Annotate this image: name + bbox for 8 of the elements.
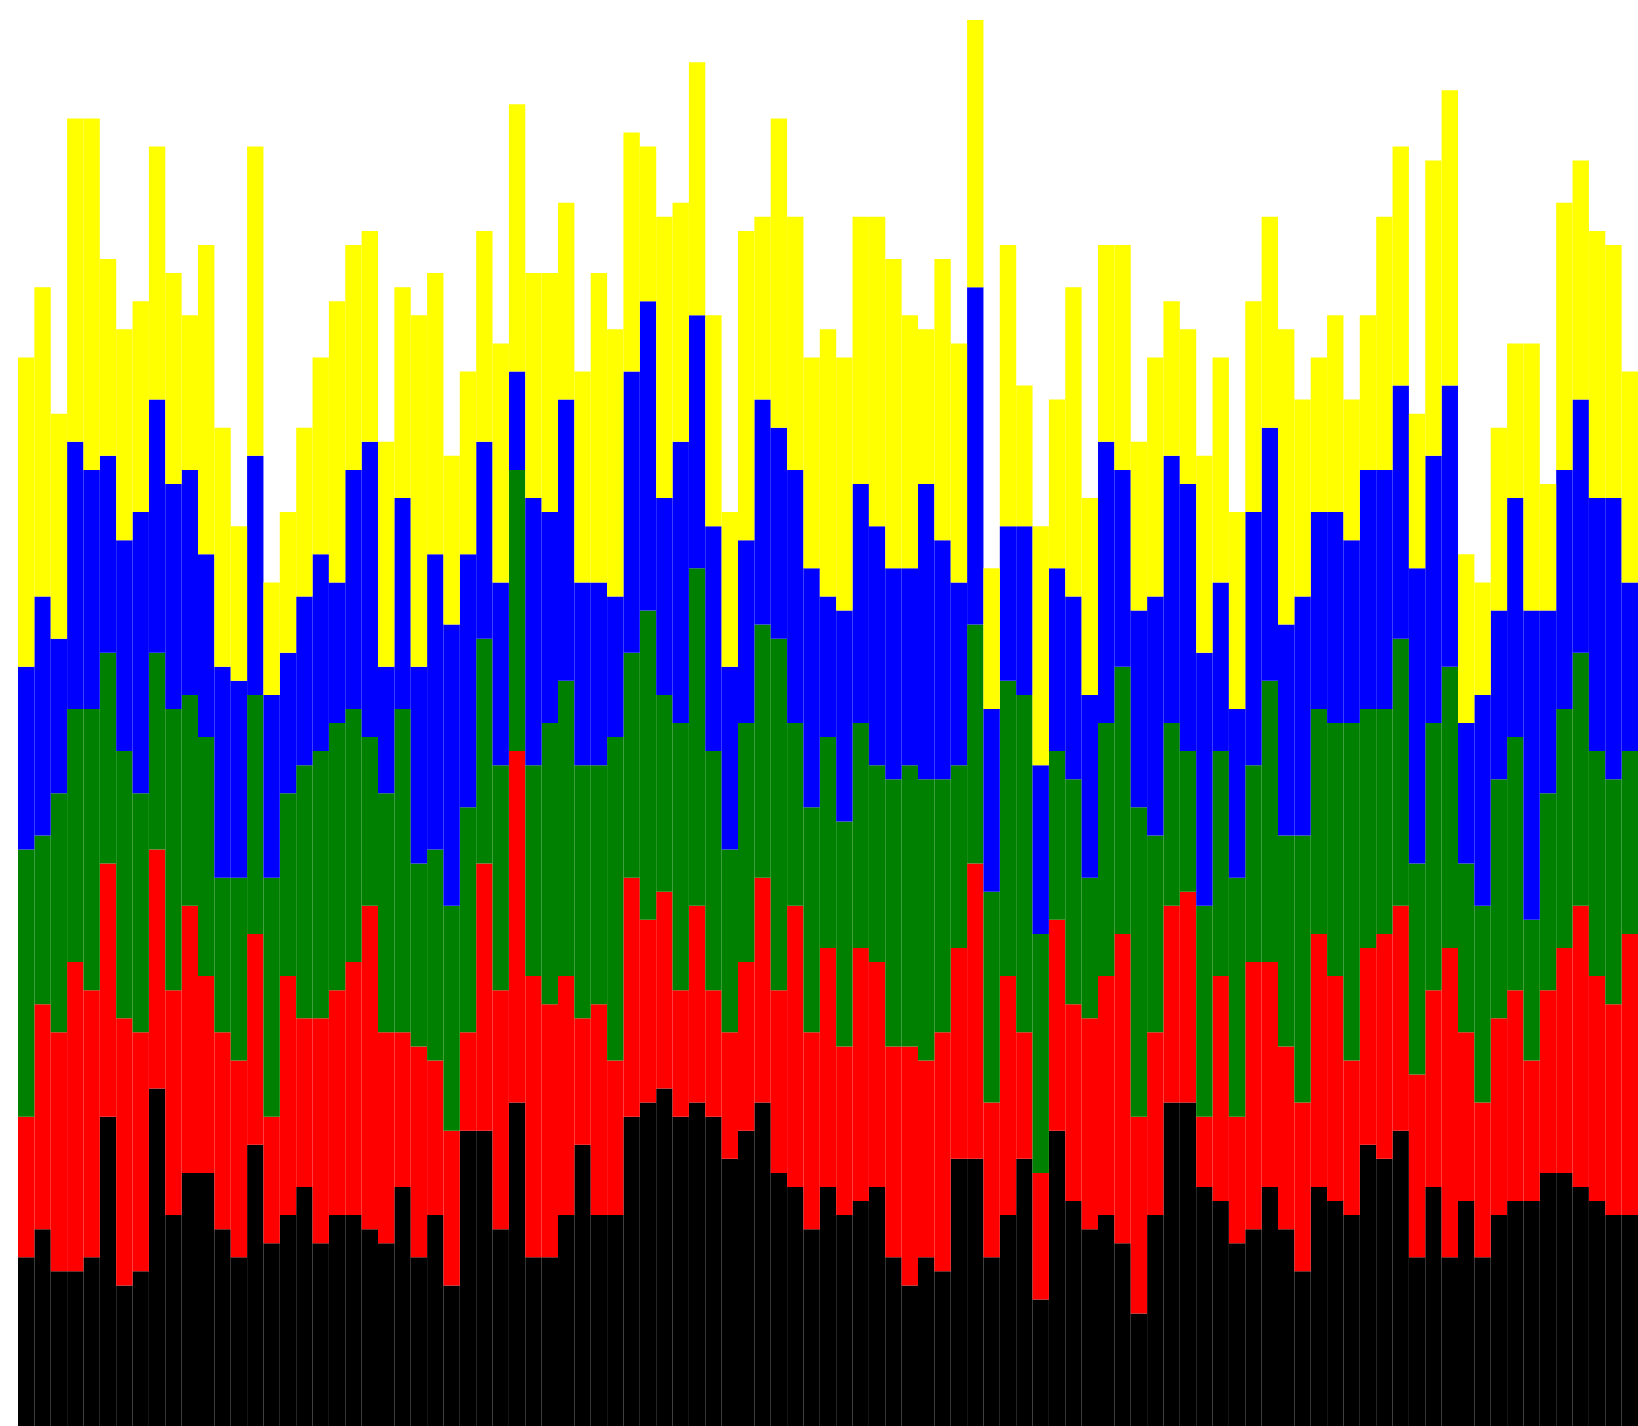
bar bbox=[247, 146, 264, 456]
bar bbox=[967, 20, 984, 288]
bar bbox=[1032, 1172, 1049, 1300]
bar bbox=[983, 568, 1000, 709]
bar bbox=[983, 708, 1000, 892]
bar bbox=[508, 371, 526, 470]
bar bbox=[1032, 765, 1049, 934]
bar bbox=[508, 469, 526, 752]
